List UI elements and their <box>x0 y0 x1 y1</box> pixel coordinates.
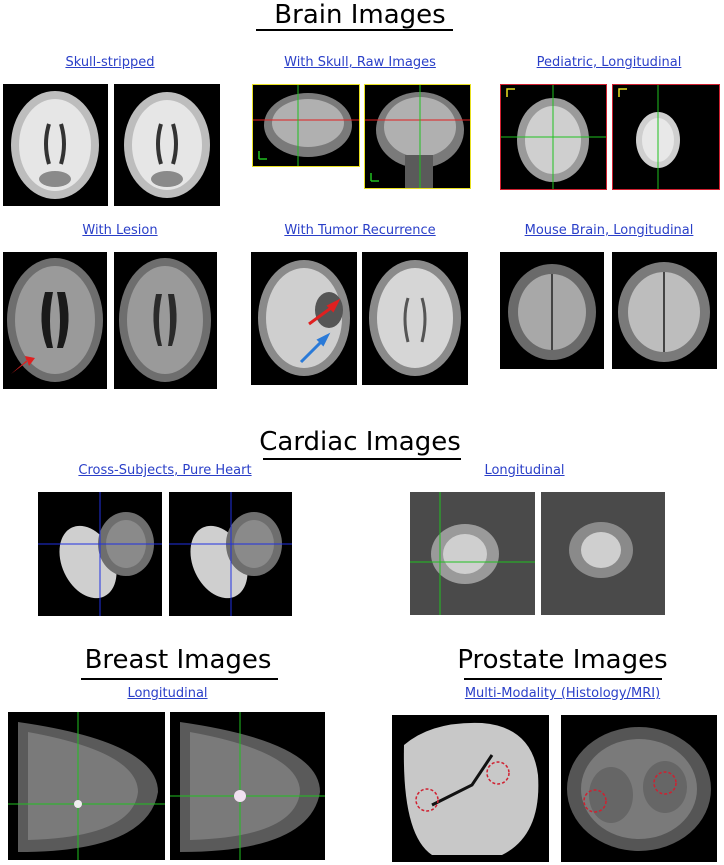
prostate-histology-image <box>392 715 549 862</box>
prostate-mri-image <box>561 715 717 862</box>
breast-section-title: Breast Images <box>84 645 272 675</box>
brain-tumor-image-2 <box>362 252 468 385</box>
breast-longitudinal-image-1 <box>8 712 165 860</box>
breast-longitudinal-image-2 <box>170 712 325 860</box>
prostate-section-title: Prostate Images <box>457 645 668 675</box>
link-with-skull-raw-images[interactable]: With Skull, Raw Images <box>284 55 436 70</box>
brain-with-skull-image-1 <box>252 84 360 167</box>
cardiac-section-title: Cardiac Images <box>259 427 461 457</box>
prostate-title-rule <box>464 678 662 680</box>
link-with-tumor-recurrence[interactable]: With Tumor Recurrence <box>284 223 436 238</box>
link-breast-longitudinal[interactable]: Longitudinal <box>127 686 208 701</box>
link-cross-subjects-pure-heart[interactable]: Cross-Subjects, Pure Heart <box>78 463 252 478</box>
brain-section-title: Brain Images <box>274 0 446 30</box>
brain-skull-stripped-image-2 <box>114 84 220 206</box>
link-skull-stripped[interactable]: Skull-stripped <box>65 55 155 70</box>
brain-tumor-image-1 <box>251 252 357 385</box>
cardiac-title-rule <box>263 458 461 460</box>
cardiac-longitudinal-image-2 <box>541 492 665 615</box>
link-mouse-brain-longitudinal[interactable]: Mouse Brain, Longitudinal <box>524 223 694 238</box>
brain-with-skull-image-2 <box>364 84 471 189</box>
brain-skull-stripped-image-1 <box>3 84 108 206</box>
brain-title-rule <box>256 29 453 31</box>
brain-pediatric-image-2 <box>612 84 720 190</box>
brain-lesion-image-2 <box>114 252 217 389</box>
brain-lesion-image-1 <box>3 252 107 389</box>
link-multi-modality-histology-mri[interactable]: Multi-Modality (Histology/MRI) <box>464 686 661 701</box>
link-with-lesion[interactable]: With Lesion <box>82 223 158 238</box>
breast-title-rule <box>81 678 278 680</box>
mouse-brain-image-1 <box>500 252 604 369</box>
cardiac-cross-subjects-image-1 <box>38 492 162 616</box>
cardiac-longitudinal-image-1 <box>410 492 535 615</box>
cardiac-cross-subjects-image-2 <box>169 492 292 616</box>
link-cardiac-longitudinal[interactable]: Longitudinal <box>484 463 565 478</box>
link-pediatric-longitudinal[interactable]: Pediatric, Longitudinal <box>536 55 682 70</box>
mouse-brain-image-2 <box>612 252 717 369</box>
brain-pediatric-image-1 <box>500 84 607 190</box>
